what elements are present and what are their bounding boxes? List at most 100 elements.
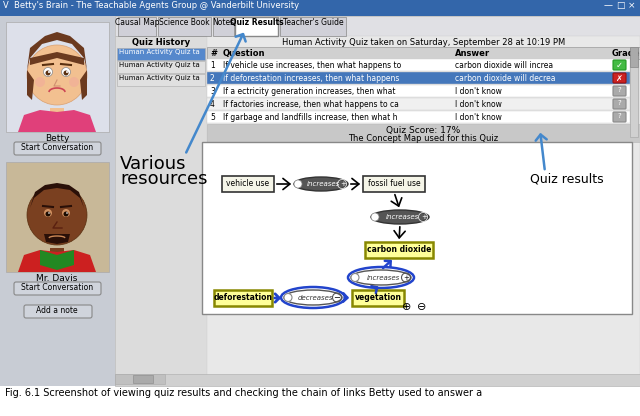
Bar xyxy=(0,0,640,16)
Circle shape xyxy=(69,77,79,87)
Text: Human Activity Quiz ta: Human Activity Quiz ta xyxy=(119,49,200,55)
Bar xyxy=(207,124,640,142)
Bar xyxy=(207,59,630,71)
Text: ✓: ✓ xyxy=(616,61,623,70)
Circle shape xyxy=(284,294,292,302)
Bar xyxy=(214,290,272,306)
Bar xyxy=(235,17,278,36)
Text: Quiz results: Quiz results xyxy=(530,172,604,185)
Bar xyxy=(158,17,211,36)
FancyBboxPatch shape xyxy=(24,305,92,318)
Polygon shape xyxy=(44,234,70,244)
Text: 4: 4 xyxy=(210,100,215,109)
Text: Various: Various xyxy=(120,155,186,173)
Bar xyxy=(280,17,346,36)
Ellipse shape xyxy=(294,177,348,191)
Text: carbon dioxide will decrea: carbon dioxide will decrea xyxy=(455,74,556,83)
Bar xyxy=(117,61,205,73)
Circle shape xyxy=(66,212,68,214)
Circle shape xyxy=(27,185,87,245)
Circle shape xyxy=(61,67,70,77)
Text: Start Conversation: Start Conversation xyxy=(21,143,93,152)
Text: If factories increase, then what happens to ca: If factories increase, then what happens… xyxy=(223,100,399,109)
Bar xyxy=(0,16,115,390)
Polygon shape xyxy=(27,70,34,100)
Bar xyxy=(117,48,205,60)
Text: ⊖: ⊖ xyxy=(417,302,427,312)
Text: 2: 2 xyxy=(210,74,215,83)
Polygon shape xyxy=(30,52,84,65)
Text: ⊕: ⊕ xyxy=(403,302,412,312)
Bar xyxy=(207,111,630,123)
Bar xyxy=(207,72,630,84)
Text: Quiz History: Quiz History xyxy=(132,38,190,47)
Text: Notes: Notes xyxy=(212,18,235,27)
Bar xyxy=(0,386,640,416)
Text: fossil fuel use: fossil fuel use xyxy=(368,179,420,188)
FancyBboxPatch shape xyxy=(613,60,626,70)
Text: ✗: ✗ xyxy=(616,74,623,83)
Bar xyxy=(115,374,165,384)
Text: +: + xyxy=(421,214,427,220)
Circle shape xyxy=(27,45,87,105)
Text: Fig. 6.1 Screenshot of viewing quiz results and checking the chain of links Bett: Fig. 6.1 Screenshot of viewing quiz resu… xyxy=(5,388,482,398)
Bar xyxy=(207,98,630,110)
Text: ?: ? xyxy=(617,87,621,93)
Text: carbon dioxide will increa: carbon dioxide will increa xyxy=(455,61,553,70)
Bar xyxy=(115,374,640,386)
Text: deforestation: deforestation xyxy=(214,294,273,302)
Text: +: + xyxy=(403,275,409,280)
Text: If a ectricity generation increases, then what: If a ectricity generation increases, the… xyxy=(223,87,396,96)
Text: □: □ xyxy=(616,1,625,10)
Text: increases: increases xyxy=(366,275,399,280)
Text: vegetation: vegetation xyxy=(355,294,401,302)
Text: Mr. Davis: Mr. Davis xyxy=(36,274,77,283)
Text: V  Betty's Brain - The Teachable Agents Group @ Vanderbilt University: V Betty's Brain - The Teachable Agents G… xyxy=(3,1,299,10)
Text: Teacher's Guide: Teacher's Guide xyxy=(283,18,343,27)
Text: 1: 1 xyxy=(210,61,215,70)
FancyBboxPatch shape xyxy=(613,99,626,109)
Bar xyxy=(133,375,153,383)
Text: 3: 3 xyxy=(210,87,215,96)
Bar xyxy=(365,242,433,258)
Text: ?: ? xyxy=(617,113,621,119)
Text: I don't know: I don't know xyxy=(455,100,502,109)
Text: Quiz Results: Quiz Results xyxy=(230,18,284,27)
Bar xyxy=(630,47,638,137)
Bar xyxy=(6,162,109,272)
Ellipse shape xyxy=(371,210,429,224)
FancyBboxPatch shape xyxy=(14,142,101,155)
Circle shape xyxy=(62,209,70,217)
Text: ?: ? xyxy=(617,100,621,106)
Text: carbon dioxide: carbon dioxide xyxy=(367,245,431,255)
Text: decreases: decreases xyxy=(297,295,333,300)
Bar xyxy=(115,16,640,36)
Ellipse shape xyxy=(284,290,342,305)
Text: The Concept Map used for this Quiz: The Concept Map used for this Quiz xyxy=(348,134,499,143)
Polygon shape xyxy=(40,250,74,270)
Text: Causal Map: Causal Map xyxy=(115,18,159,27)
Text: Human Activity Quiz ta: Human Activity Quiz ta xyxy=(119,75,200,81)
Bar xyxy=(207,36,640,390)
FancyBboxPatch shape xyxy=(613,86,626,96)
Circle shape xyxy=(44,67,52,77)
FancyBboxPatch shape xyxy=(613,112,626,122)
Text: vehicle use: vehicle use xyxy=(227,179,269,188)
Text: 5: 5 xyxy=(210,113,215,122)
Text: Science Book: Science Book xyxy=(159,18,210,27)
Text: I don't know: I don't know xyxy=(455,113,502,122)
Text: I don't know: I don't know xyxy=(455,87,502,96)
FancyBboxPatch shape xyxy=(613,73,626,83)
Circle shape xyxy=(63,70,68,75)
Text: —: — xyxy=(604,1,613,10)
Text: increases: increases xyxy=(385,214,419,220)
Bar xyxy=(213,17,234,36)
Text: Answer: Answer xyxy=(455,49,490,58)
Bar xyxy=(207,85,630,97)
Text: resources: resources xyxy=(120,170,207,188)
Bar xyxy=(0,16,640,390)
Circle shape xyxy=(35,77,45,87)
Polygon shape xyxy=(18,110,96,132)
Text: Start Conversation: Start Conversation xyxy=(21,283,93,292)
Bar xyxy=(50,108,64,118)
